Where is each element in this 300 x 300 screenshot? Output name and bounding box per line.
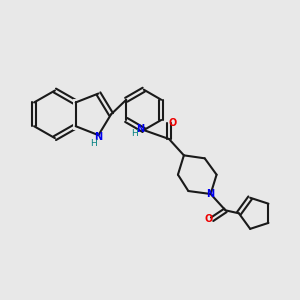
Text: O: O	[169, 118, 177, 128]
Text: O: O	[204, 214, 213, 224]
Text: H: H	[131, 129, 138, 138]
Text: N: N	[94, 132, 103, 142]
Text: N: N	[207, 189, 215, 199]
Text: N: N	[136, 124, 144, 134]
Text: H: H	[90, 139, 97, 148]
